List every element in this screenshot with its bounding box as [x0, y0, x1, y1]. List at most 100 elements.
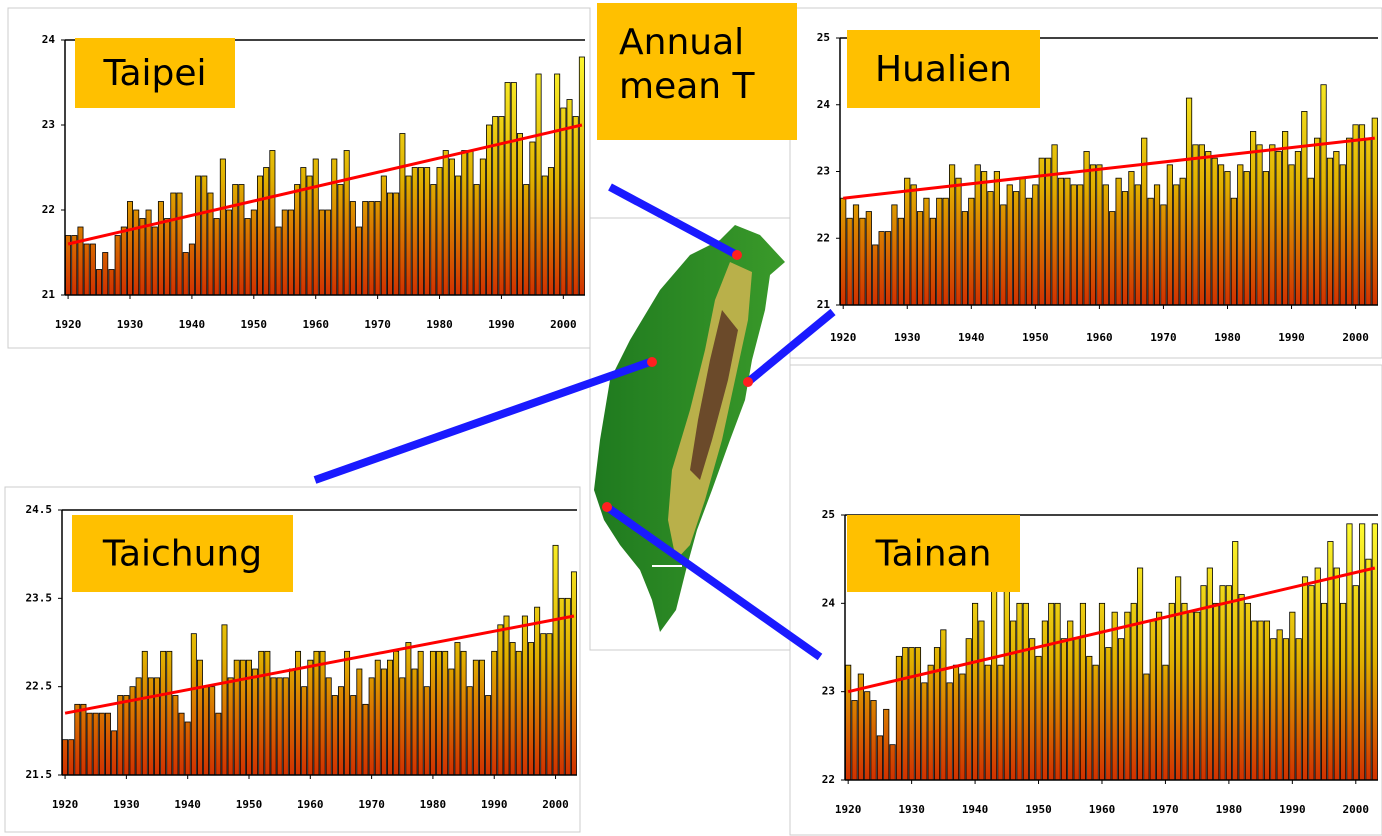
y-tick-label: 24: [822, 596, 836, 609]
bar: [1036, 656, 1041, 780]
bar: [115, 236, 120, 296]
bar: [1097, 165, 1102, 305]
bar: [210, 687, 215, 775]
bar: [852, 701, 857, 781]
bar: [78, 227, 83, 295]
x-tick-label: 1920: [835, 803, 862, 816]
bar: [1315, 568, 1320, 780]
bar: [1116, 178, 1121, 305]
bar: [87, 713, 92, 775]
bar: [504, 616, 509, 775]
bar: [400, 134, 405, 296]
x-tick-label: 1930: [117, 318, 144, 331]
x-tick-label: 1960: [297, 798, 324, 811]
bar: [1282, 131, 1287, 305]
bar: [1340, 603, 1345, 780]
bar: [1334, 568, 1339, 780]
bar: [332, 696, 337, 776]
bar: [127, 202, 132, 296]
bar: [969, 198, 974, 305]
bar: [847, 218, 852, 305]
bar: [357, 669, 362, 775]
bar: [841, 198, 846, 305]
bar: [154, 678, 159, 775]
bar: [319, 210, 324, 295]
bar: [1010, 621, 1015, 780]
bar: [197, 660, 202, 775]
bar: [1013, 192, 1018, 305]
bar: [1156, 612, 1161, 780]
bar: [283, 678, 288, 775]
bar: [345, 651, 350, 775]
y-tick-label: 22.5: [26, 680, 53, 693]
bar: [1233, 542, 1238, 781]
bar: [1093, 665, 1098, 780]
bar: [890, 745, 895, 780]
x-tick-label: 1980: [426, 318, 453, 331]
bar: [1321, 603, 1326, 780]
bar: [1271, 639, 1276, 780]
bar: [1033, 185, 1038, 305]
bar: [1353, 125, 1358, 305]
bar: [282, 210, 287, 295]
bar: [865, 692, 870, 780]
bar: [571, 572, 576, 775]
bar: [1188, 612, 1193, 780]
bar: [449, 669, 454, 775]
bar: [1225, 172, 1230, 306]
bar: [1169, 603, 1174, 780]
bar: [467, 687, 472, 775]
bar: [1154, 185, 1159, 305]
bar: [873, 245, 878, 305]
bar: [1080, 603, 1085, 780]
bar: [1175, 577, 1180, 780]
bar: [905, 178, 910, 305]
bar: [892, 205, 897, 305]
bar: [1049, 603, 1054, 780]
bar: [555, 74, 560, 295]
chart-title: Hualien: [875, 49, 1012, 90]
bar: [1277, 630, 1282, 780]
bar: [1212, 158, 1217, 305]
bar: [985, 665, 990, 780]
x-tick-label: 1920: [830, 331, 857, 344]
bar: [1309, 586, 1314, 780]
bar: [173, 696, 178, 776]
bar: [1245, 603, 1250, 780]
bar: [1244, 172, 1249, 306]
bar: [183, 253, 188, 296]
page: 2122232419201930194019501960197019801990…: [0, 0, 1382, 836]
chart-title: Taichung: [102, 534, 262, 575]
x-tick-label: 2000: [1343, 803, 1370, 816]
bar: [325, 210, 330, 295]
bar: [1110, 212, 1115, 305]
bar: [1112, 612, 1117, 780]
bar: [265, 651, 270, 775]
x-tick-label: 1990: [1279, 803, 1306, 816]
bar: [1135, 185, 1140, 305]
bar: [302, 687, 307, 775]
bar: [277, 678, 282, 775]
bar: [1174, 185, 1179, 305]
bar: [264, 168, 269, 296]
bar: [118, 696, 123, 776]
bar: [911, 185, 916, 305]
bar: [195, 176, 200, 295]
bar: [486, 125, 491, 295]
bar: [1020, 178, 1025, 305]
bar: [898, 218, 903, 305]
bar: [99, 713, 104, 775]
bar: [185, 722, 190, 775]
bar: [1270, 145, 1275, 305]
bar: [418, 651, 423, 775]
bar: [204, 687, 209, 775]
bar: [400, 678, 405, 775]
x-tick-label: 1940: [179, 318, 206, 331]
y-tick-label: 22: [42, 203, 55, 216]
bar: [189, 244, 194, 295]
x-tick-label: 1930: [894, 331, 921, 344]
bar: [1302, 577, 1307, 780]
x-tick-label: 1920: [52, 798, 79, 811]
bar: [1137, 568, 1142, 780]
x-tick-label: 1940: [958, 331, 985, 344]
